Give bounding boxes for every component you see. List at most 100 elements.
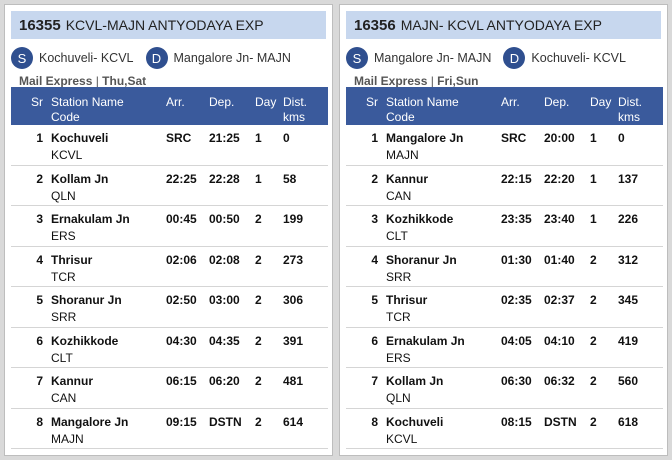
- destination-station-label: Kochuveli- KCVL: [531, 51, 626, 65]
- destination-badge-icon: D: [503, 47, 526, 69]
- row-sr: 8: [36, 414, 43, 429]
- row-station-code: ERS: [51, 229, 76, 243]
- table-row[interactable]: 3 Ernakulam Jn ERS 00:45 00:50 2 199: [11, 206, 328, 247]
- row-distance: 391: [283, 333, 304, 348]
- row-station: Kannur CAN: [51, 368, 161, 405]
- source-station[interactable]: S Mangalore Jn- MAJN: [346, 47, 491, 69]
- table-row[interactable]: 2 Kollam Jn QLN 22:25 22:28 1 58: [11, 166, 328, 206]
- train-panel-16356: 16356 MAJN- KCVL ANTYODAYA EXP S Mangalo…: [339, 4, 668, 456]
- destination-station[interactable]: D Kochuveli- KCVL: [503, 47, 626, 69]
- row-station: Kochuveli KCVL: [386, 409, 496, 446]
- train-title-bar[interactable]: 16355 KCVL-MAJN ANTYODAYA EXP: [11, 11, 326, 39]
- row-day: 2: [255, 414, 262, 429]
- train-title-bar[interactable]: 16356 MAJN- KCVL ANTYODAYA EXP: [346, 11, 661, 39]
- row-departure: 04:10: [544, 333, 575, 348]
- row-distance: 481: [283, 374, 304, 388]
- row-station: Shoranur Jn SRR: [386, 247, 496, 284]
- row-sr: 1: [36, 131, 43, 145]
- row-station-code: SRR: [386, 269, 412, 284]
- row-arrival: SRC: [501, 131, 527, 145]
- header-sr: Sr: [366, 95, 378, 109]
- row-station-name: Thrisur: [386, 293, 428, 307]
- row-departure: DSTN: [209, 414, 242, 429]
- row-station-name: Kozhikkode: [51, 333, 119, 348]
- row-station-code: QLN: [386, 391, 411, 405]
- row-distance: 0: [618, 131, 625, 145]
- table-row[interactable]: 8 Mangalore Jn MAJN 09:15 DSTN 2 614: [11, 409, 328, 449]
- row-sr: 5: [36, 293, 43, 307]
- row-station: Kochuveli KCVL: [51, 125, 161, 162]
- row-sr: 7: [371, 374, 378, 388]
- row-station-name: Ernakulam Jn: [386, 333, 465, 348]
- row-day: 1: [590, 212, 597, 226]
- row-distance: 0: [283, 131, 290, 145]
- row-station-name: Kozhikkode: [386, 212, 454, 226]
- row-sr: 2: [371, 171, 378, 186]
- source-station-label: Kochuveli- KCVL: [39, 51, 134, 65]
- row-station-name: Kochuveli: [51, 131, 109, 145]
- row-departure: DSTN: [544, 414, 577, 429]
- train-name: KCVL-MAJN ANTYODAYA EXP: [65, 17, 264, 33]
- row-departure: 06:20: [209, 374, 240, 388]
- row-day: 2: [255, 333, 262, 348]
- header-code-label: Code: [51, 110, 80, 124]
- row-sr: 1: [371, 131, 378, 145]
- table-row[interactable]: 6 Kozhikkode CLT 04:30 04:35 2 391: [11, 328, 328, 368]
- header-station-name: Station Name Code: [386, 95, 496, 125]
- row-station-name: Kollam Jn: [51, 171, 109, 186]
- table-header: Sr Station Name Code Arr. Dep. Day Dist.…: [346, 87, 663, 125]
- row-station-name: Kochuveli: [386, 414, 444, 429]
- row-station: Kollam Jn QLN: [386, 368, 496, 405]
- row-station: Thrisur TCR: [386, 287, 496, 324]
- table-row[interactable]: 5 Shoranur Jn SRR 02:50 03:00 2 306: [11, 287, 328, 328]
- row-day: 2: [590, 414, 597, 429]
- row-arrival: 02:06: [166, 252, 197, 267]
- table-row[interactable]: 4 Shoranur Jn SRR 01:30 01:40 2 312: [346, 247, 663, 287]
- row-station-name: Kannur: [51, 374, 93, 388]
- row-day: 1: [590, 131, 597, 145]
- header-arr: Arr.: [501, 95, 520, 109]
- table-row[interactable]: 4 Thrisur TCR 02:06 02:08 2 273: [11, 247, 328, 287]
- table-row[interactable]: 1 Kochuveli KCVL SRC 21:25 1 0: [11, 125, 328, 166]
- schedule-table: Sr Station Name Code Arr. Dep. Day Dist.…: [346, 87, 663, 449]
- row-station-name: Mangalore Jn: [51, 414, 129, 429]
- row-arrival: 22:15: [501, 171, 532, 186]
- header-dist-unit: kms: [283, 110, 305, 124]
- table-row[interactable]: 6 Ernakulam Jn ERS 04:05 04:10 2 419: [346, 328, 663, 368]
- row-station-name: Thrisur: [51, 252, 93, 267]
- service-days: Mail Express | Thu,Sat: [19, 74, 147, 88]
- row-distance: 199: [283, 212, 304, 226]
- row-station-name: Kollam Jn: [386, 374, 444, 388]
- source-station[interactable]: S Kochuveli- KCVL: [11, 47, 134, 69]
- table-row[interactable]: 5 Thrisur TCR 02:35 02:37 2 345: [346, 287, 663, 328]
- row-departure: 01:40: [544, 252, 575, 267]
- row-departure: 02:08: [209, 252, 240, 267]
- row-station: Ernakulam Jn ERS: [386, 328, 496, 365]
- row-station-code: SRR: [51, 310, 77, 324]
- table-row[interactable]: 8 Kochuveli KCVL 08:15 DSTN 2 618: [346, 409, 663, 449]
- table-row[interactable]: 7 Kannur CAN 06:15 06:20 2 481: [11, 368, 328, 409]
- header-station-name: Station Name Code: [51, 95, 161, 125]
- table-row[interactable]: 1 Mangalore Jn MAJN SRC 20:00 1 0: [346, 125, 663, 166]
- destination-station[interactable]: D Mangalore Jn- MAJN: [145, 47, 291, 69]
- row-station: Kozhikkode CLT: [386, 206, 496, 243]
- table-row[interactable]: 3 Kozhikkode CLT 23:35 23:40 1 226: [346, 206, 663, 247]
- row-distance: 618: [618, 414, 639, 429]
- row-station: Mangalore Jn MAJN: [51, 409, 161, 446]
- row-distance: 419: [618, 333, 639, 348]
- table-body: 1 Kochuveli KCVL SRC 21:25 1 0 2 Kollam …: [11, 125, 328, 449]
- table-row[interactable]: 7 Kollam Jn QLN 06:30 06:32 2 560: [346, 368, 663, 409]
- table-row[interactable]: 2 Kannur CAN 22:15 22:20 1 137: [346, 166, 663, 206]
- source-badge-icon: S: [346, 47, 368, 69]
- row-distance: 614: [283, 414, 304, 429]
- row-distance: 273: [283, 252, 304, 267]
- row-station-code: QLN: [51, 188, 76, 203]
- row-distance: 345: [618, 293, 639, 307]
- row-station-name: Mangalore Jn: [386, 131, 464, 145]
- row-arrival: 04:05: [501, 333, 532, 348]
- row-day: 2: [255, 252, 262, 267]
- header-arr: Arr.: [166, 95, 185, 109]
- header-day: Day: [255, 95, 277, 109]
- header-dist-label: Dist.: [283, 95, 307, 109]
- row-sr: 8: [371, 414, 378, 429]
